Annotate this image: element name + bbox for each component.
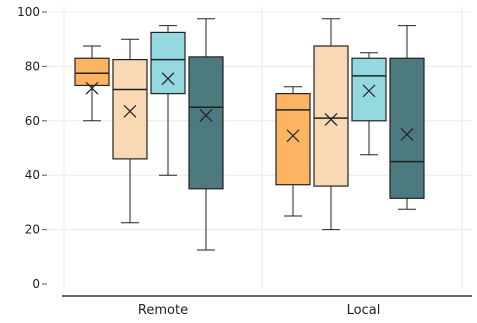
box-s2-local-mean-marker bbox=[324, 113, 338, 126]
box-s3-local-mean-marker bbox=[362, 84, 376, 98]
box-s1-local-iqr bbox=[275, 92, 311, 186]
box-s1-remote-mean-marker bbox=[85, 81, 99, 95]
box-s4-remote-iqr bbox=[188, 56, 224, 190]
y-tick-label-60: 60 bbox=[25, 114, 40, 128]
box-s1-local-mean-stroke-1 bbox=[286, 129, 300, 143]
box-s2-local-iqr bbox=[313, 45, 349, 187]
box-s3-remote-iqr bbox=[150, 31, 186, 95]
box-s2-remote-mean-stroke-1 bbox=[123, 104, 137, 118]
box-s2-remote-mean-marker bbox=[123, 104, 137, 118]
box-s4-remote-mean-stroke-1 bbox=[199, 108, 213, 122]
box-s1-local-mean-marker bbox=[286, 129, 300, 143]
box-s3-remote-mean-marker bbox=[161, 72, 175, 86]
y-tick-label-40: 40 bbox=[25, 168, 40, 182]
box-s2-remote-iqr bbox=[112, 58, 148, 160]
box-s4-local-mean-stroke-1 bbox=[400, 127, 414, 141]
y-tick-label-20: 20 bbox=[25, 223, 40, 237]
box-s1-remote-mean-stroke-1 bbox=[85, 81, 99, 95]
y-tick-label-100: 100 bbox=[17, 5, 40, 19]
box-s3-local-iqr bbox=[351, 57, 387, 122]
box-s3-local-mean-stroke-1 bbox=[362, 84, 376, 98]
box-s4-local-iqr bbox=[389, 57, 425, 199]
category-label-local: Local bbox=[347, 303, 381, 318]
category-label-remote: Remote bbox=[138, 303, 188, 318]
box-s3-remote-mean-stroke-1 bbox=[161, 72, 175, 86]
box-s4-local-mean-marker bbox=[400, 127, 414, 141]
box-s2-local-mean-stroke-1 bbox=[324, 113, 338, 126]
y-tick-label-0: 0 bbox=[32, 277, 40, 291]
y-tick-label-80: 80 bbox=[25, 59, 40, 73]
box-s1-remote-iqr bbox=[74, 57, 110, 87]
box-s4-remote-mean-marker bbox=[199, 108, 213, 122]
